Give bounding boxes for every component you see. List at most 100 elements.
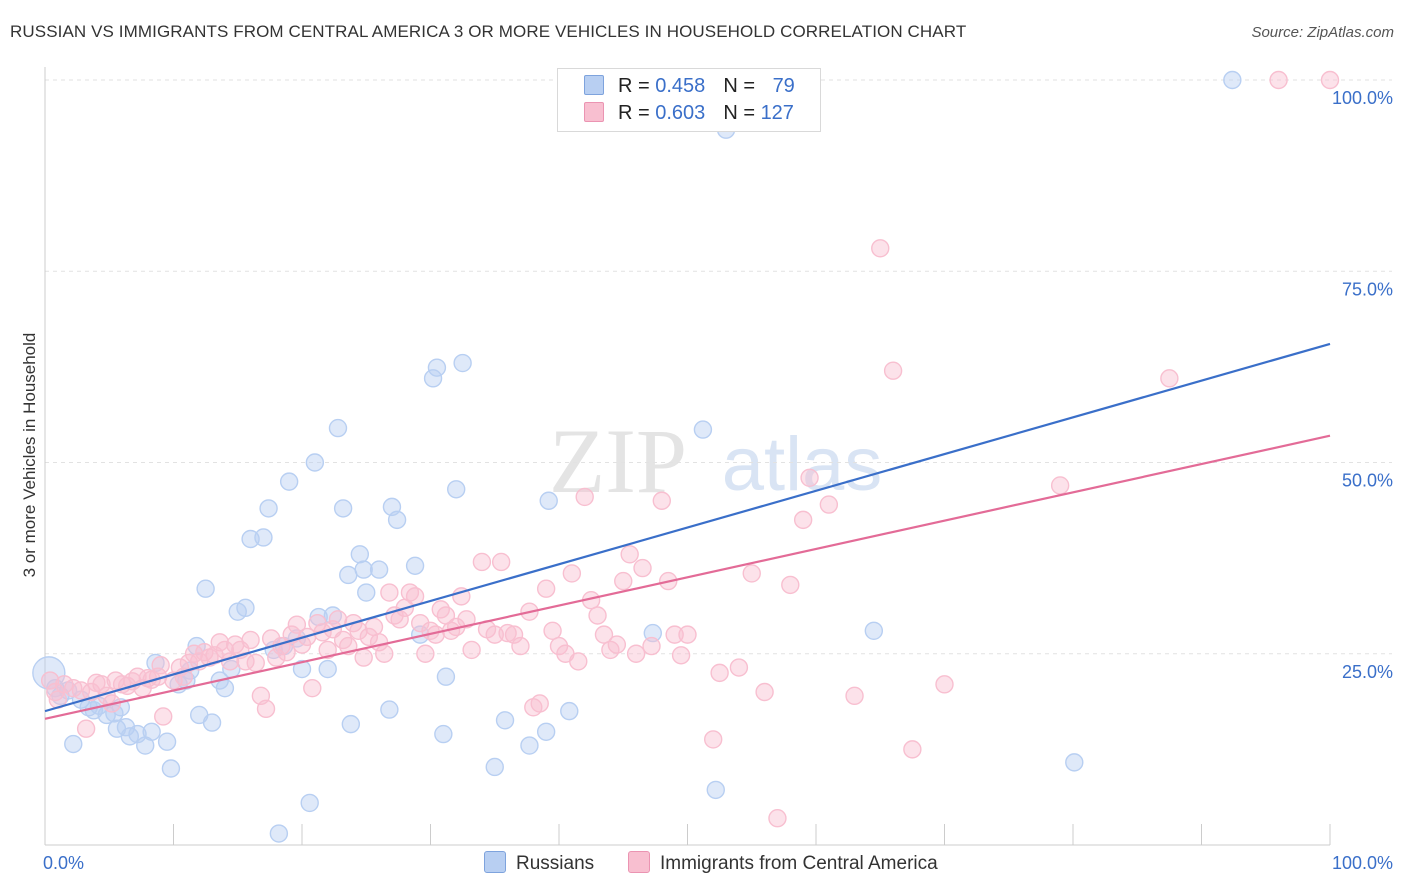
russians-point bbox=[328, 418, 348, 438]
russians-point bbox=[864, 621, 884, 640]
russians-point bbox=[1065, 753, 1084, 772]
russians-point bbox=[339, 565, 358, 585]
russians-point bbox=[447, 480, 466, 499]
legend-n-label: N = bbox=[723, 75, 761, 97]
russians-point bbox=[236, 598, 255, 618]
russians-point bbox=[423, 369, 443, 388]
immigrants-point bbox=[671, 646, 691, 665]
immigrants-point bbox=[195, 643, 214, 662]
russians-point bbox=[369, 560, 389, 579]
chart-title: RUSSIAN VS IMMIGRANTS FROM CENTRAL AMERI… bbox=[10, 22, 967, 41]
immigrants-point bbox=[277, 643, 296, 662]
immigrants-point bbox=[742, 564, 761, 583]
immigrants-point bbox=[40, 671, 60, 690]
immigrants-point bbox=[416, 644, 435, 663]
immigrants-point bbox=[620, 545, 639, 564]
bottom-legend-label-russians: Russians bbox=[516, 853, 595, 874]
immigrants-point bbox=[652, 491, 671, 510]
immigrants-point bbox=[354, 648, 373, 667]
legend-r-value: 0.458 bbox=[655, 75, 706, 97]
immigrants-point bbox=[845, 686, 864, 706]
russians-point bbox=[643, 623, 663, 643]
russians-point bbox=[405, 556, 425, 575]
immigrants-point bbox=[380, 583, 399, 602]
russians-point bbox=[380, 700, 399, 719]
immigrants-point bbox=[710, 663, 729, 683]
legend-r-label: R = bbox=[618, 75, 656, 97]
immigrants-point bbox=[575, 487, 594, 507]
russians-point bbox=[693, 420, 713, 439]
immigrants-point bbox=[241, 630, 260, 650]
russians-point bbox=[202, 713, 222, 732]
legend-row-immigrants: R = 0.603 N = 127 bbox=[584, 102, 794, 125]
watermark-atlas: atlas bbox=[722, 422, 883, 507]
immigrants-point bbox=[76, 719, 96, 738]
russians-point bbox=[560, 701, 579, 721]
x-tick-label: 0.0% bbox=[43, 853, 84, 873]
immigrants-point bbox=[375, 644, 394, 663]
immigrants-point bbox=[267, 648, 286, 667]
russians-point bbox=[161, 759, 181, 778]
bottom-legend-immigrants[interactable]: Immigrants from Central America bbox=[628, 851, 938, 875]
russians-point bbox=[259, 499, 278, 518]
immigrants-point bbox=[569, 652, 588, 671]
immigrants-point bbox=[462, 640, 481, 660]
legend-r-value: 0.603 bbox=[655, 102, 706, 124]
bottom-legend-russians[interactable]: Russians bbox=[484, 851, 594, 875]
immigrants-point bbox=[1050, 476, 1070, 495]
immigrants-point bbox=[562, 564, 582, 583]
immigrants-point bbox=[1269, 70, 1288, 90]
russians-point bbox=[116, 717, 136, 737]
immigrants-point bbox=[256, 699, 276, 719]
russians-point bbox=[309, 607, 328, 627]
immigrants-point bbox=[457, 610, 476, 629]
russians-point bbox=[64, 734, 83, 754]
immigrants-point bbox=[287, 615, 307, 634]
legend-n-value: 127 bbox=[760, 102, 794, 124]
legend-swatch-immigrants bbox=[584, 102, 604, 122]
immigrants-point bbox=[594, 625, 614, 644]
immigrants-point bbox=[504, 625, 524, 644]
immigrants-point bbox=[308, 613, 327, 633]
russians-point bbox=[706, 780, 725, 800]
immigrants-point bbox=[768, 809, 787, 828]
bottom-legend-label-immigrants: Immigrants from Central America bbox=[660, 853, 938, 874]
immigrants-point bbox=[151, 656, 170, 675]
russians-point bbox=[196, 579, 215, 598]
immigrants-point bbox=[678, 625, 697, 644]
immigrants-point bbox=[303, 678, 322, 698]
russians-point bbox=[305, 453, 325, 472]
russians-point bbox=[269, 824, 289, 843]
immigrants-point bbox=[1320, 70, 1340, 90]
russians-point bbox=[333, 499, 353, 518]
russians-point bbox=[434, 724, 453, 744]
russians-point bbox=[292, 659, 312, 679]
immigrants-point bbox=[1160, 369, 1179, 388]
legend-n-label: N = bbox=[723, 102, 761, 124]
immigrants-point bbox=[729, 658, 749, 677]
immigrants-point bbox=[491, 552, 511, 572]
russians-point bbox=[485, 757, 504, 777]
russians-point bbox=[357, 583, 376, 602]
immigrants-point bbox=[530, 694, 549, 713]
immigrants-point bbox=[318, 640, 337, 660]
y-tick-label: 25.0% bbox=[1342, 662, 1393, 682]
russians-point bbox=[279, 472, 299, 491]
legend-row-russians: R = 0.458 N = 79 bbox=[584, 75, 795, 98]
immigrants-point bbox=[511, 636, 530, 656]
y-tick-label: 75.0% bbox=[1342, 279, 1393, 299]
source-label: Source: ZipAtlas.com bbox=[1251, 24, 1394, 41]
russians-point bbox=[1223, 70, 1242, 90]
watermark-zip: ZIP bbox=[549, 410, 687, 512]
russians-point bbox=[354, 560, 373, 579]
legend-n-value: 79 bbox=[772, 75, 795, 97]
russians-point bbox=[350, 545, 370, 564]
russians-point bbox=[539, 491, 558, 510]
russians-point bbox=[341, 714, 361, 734]
immigrants-point bbox=[359, 627, 379, 647]
immigrants-point bbox=[452, 587, 471, 606]
russians-point bbox=[157, 732, 177, 751]
russians-point bbox=[536, 722, 556, 741]
immigrants-point bbox=[405, 587, 425, 606]
